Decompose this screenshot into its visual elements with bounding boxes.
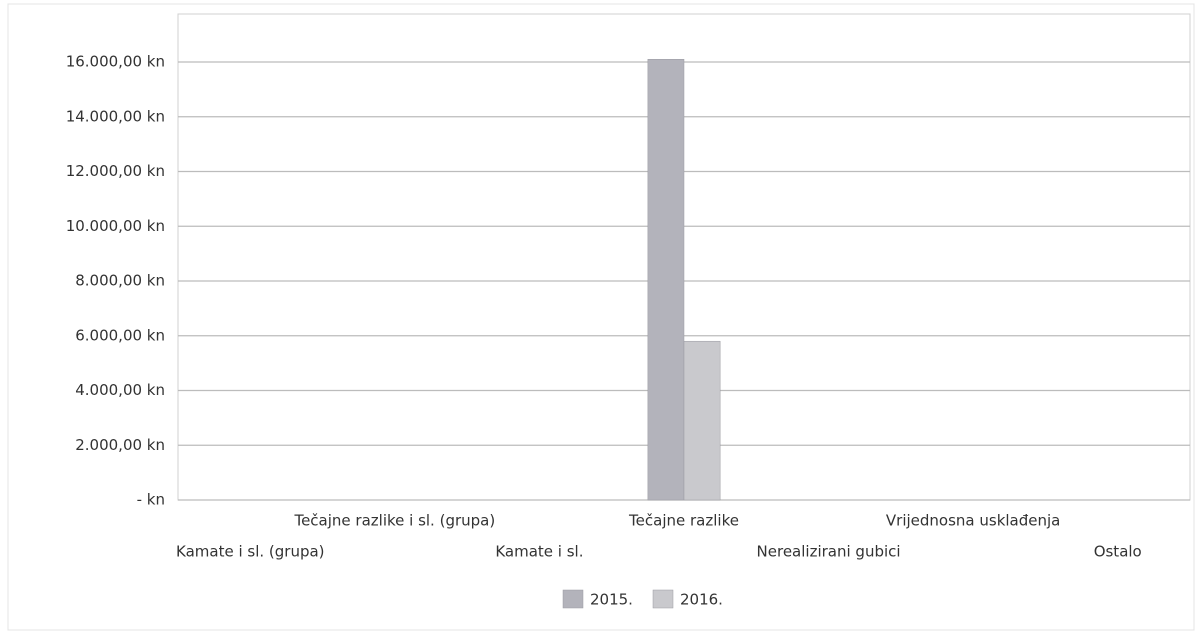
y-tick-label: - kn [137, 491, 165, 509]
y-tick-label: 16.000,00 kn [66, 53, 165, 71]
y-tick-label: 4.000,00 kn [75, 381, 165, 399]
x-tick-label: Tečajne razlike [628, 512, 739, 530]
y-tick-label: 14.000,00 kn [66, 107, 165, 125]
legend-label: 2015. [590, 591, 633, 609]
bar [683, 340, 721, 501]
legend-swatch [652, 589, 674, 609]
chart-frame [7, 3, 1195, 631]
x-tick-label: Kamate i sl. (grupa) [176, 543, 325, 561]
y-tick-label: 10.000,00 kn [66, 217, 165, 235]
legend-label: 2016. [680, 591, 723, 609]
bar [647, 59, 685, 501]
x-tick-label: Tečajne razlike i sl. (grupa) [293, 512, 495, 530]
x-tick-label: Kamate i sl. [495, 543, 583, 561]
x-tick-label: Nerealizirani gubici [757, 543, 901, 561]
x-tick-label: Ostalo [1094, 543, 1142, 561]
y-tick-label: 8.000,00 kn [75, 272, 165, 290]
y-tick-label: 6.000,00 kn [75, 326, 165, 344]
y-tick-label: 2.000,00 kn [75, 436, 165, 454]
legend-swatch [562, 589, 584, 609]
y-tick-label: 12.000,00 kn [66, 162, 165, 180]
x-tick-label: Vrijednosna usklađenja [886, 512, 1060, 530]
